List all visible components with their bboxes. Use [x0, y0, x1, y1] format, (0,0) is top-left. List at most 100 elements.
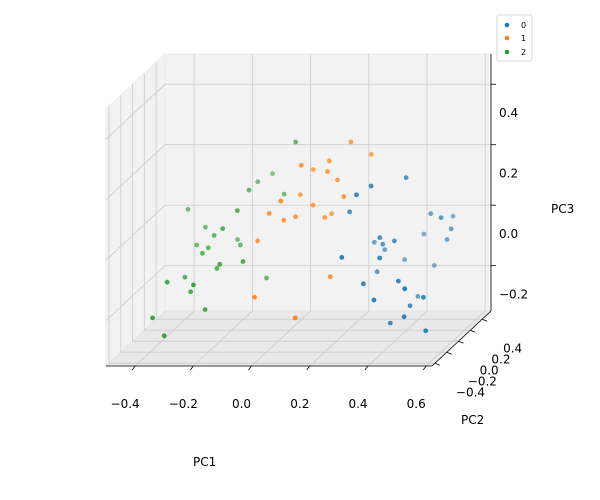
x-grid-floor-3 — [309, 310, 370, 367]
point-series-2-4 — [211, 233, 217, 238]
point-series-2-11 — [264, 275, 269, 281]
point-series-0-1 — [368, 183, 374, 189]
y-tick-mark-3 — [470, 329, 476, 333]
point-series-1-6 — [281, 217, 287, 223]
z-axis-label: PC3 — [551, 202, 574, 216]
y-tick-mark-2 — [458, 340, 464, 344]
z-grid-left-0 — [105, 265, 166, 321]
point-series-0-14 — [407, 303, 413, 309]
point-series-1-5 — [335, 177, 340, 183]
back-pane — [164, 53, 492, 312]
x-tick-mark-3 — [306, 365, 311, 371]
x-tick-mark-0 — [131, 365, 136, 371]
z-tick-label-1: 0.0 — [499, 227, 518, 241]
point-series-2-22 — [293, 139, 298, 145]
x-tick-mark-4 — [364, 365, 369, 371]
y-tick-label-1: −0.2 — [468, 374, 497, 388]
point-series-0-6 — [377, 255, 383, 261]
x-tick-label-4: 0.4 — [348, 397, 367, 411]
point-series-1-15 — [326, 158, 332, 164]
point-series-0-0 — [354, 192, 359, 198]
y-tick-mark-0 — [434, 362, 441, 366]
point-series-2-2 — [203, 224, 208, 230]
point-series-0-26 — [415, 294, 421, 299]
point-series-0-29 — [347, 209, 352, 215]
y-tick-label-0: −0.4 — [456, 385, 485, 399]
point-series-0-20 — [382, 247, 388, 253]
point-series-1-14 — [310, 167, 316, 172]
x-tick-mark-5 — [422, 365, 427, 371]
x-grid-floor-0 — [134, 310, 195, 367]
point-series-1-13 — [341, 194, 347, 200]
point-series-2-14 — [202, 307, 208, 312]
x-grid-floor-5 — [425, 310, 486, 367]
point-series-0-27 — [402, 257, 407, 262]
point-series-0-23 — [421, 231, 427, 237]
point-series-2-1 — [194, 242, 200, 248]
point-series-2-10 — [240, 259, 246, 264]
x-tick-label-5: 0.6 — [407, 397, 426, 411]
y-tick-mark-1 — [446, 351, 452, 355]
point-series-0-5 — [438, 215, 444, 221]
point-series-1-11 — [292, 315, 298, 321]
point-series-0-19 — [374, 269, 380, 275]
point-series-2-15 — [217, 261, 223, 267]
point-series-0-21 — [444, 237, 450, 242]
point-series-2-12 — [164, 279, 170, 285]
z-grid-left-3 — [105, 83, 166, 140]
x-axis-label: PC1 — [193, 455, 216, 469]
legend-frame — [496, 14, 533, 62]
legend: 0 1 2 — [496, 14, 533, 62]
axes-grid — [105, 54, 491, 367]
point-series-0-7 — [396, 278, 401, 284]
x-grid-floor-1 — [193, 310, 253, 367]
x-tick-label-2: 0.0 — [232, 397, 251, 411]
point-series-0-17 — [421, 294, 426, 300]
point-series-0-18 — [423, 328, 429, 334]
y-axis-line — [431, 310, 492, 367]
point-series-1-7 — [322, 215, 328, 221]
point-series-1-8 — [293, 214, 298, 220]
data-points — [150, 139, 456, 339]
point-series-2-17 — [150, 315, 156, 321]
point-series-1-1 — [325, 169, 330, 175]
point-series-0-10 — [371, 297, 377, 303]
legend-label-series-0: 0 — [521, 21, 526, 30]
point-series-0-22 — [448, 226, 454, 232]
point-series-0-28 — [380, 241, 386, 247]
point-series-1-10 — [327, 274, 333, 280]
point-series-2-8 — [234, 208, 240, 214]
point-series-0-16 — [402, 286, 408, 292]
x-grid-floor-4 — [367, 310, 428, 367]
x-tick-mark-2 — [248, 365, 252, 371]
point-series-0-25 — [450, 213, 456, 219]
legend-label-series-1: 1 — [521, 34, 526, 43]
point-series-2-9 — [246, 187, 252, 193]
legend-label-series-2: 2 — [521, 48, 526, 57]
point-series-2-20 — [220, 226, 226, 232]
z-grid-left-2 — [105, 144, 166, 201]
point-series-2-23 — [281, 191, 287, 197]
point-series-0-3 — [371, 239, 377, 245]
x-tick-label-3: 0.2 — [290, 397, 309, 411]
point-series-2-19 — [191, 282, 196, 288]
point-series-0-13 — [387, 320, 393, 326]
point-series-2-25 — [182, 274, 188, 280]
z-tick-label-3: 0.4 — [499, 106, 518, 120]
point-series-2-7 — [237, 242, 243, 248]
x-tick-label-1: −0.2 — [169, 397, 198, 411]
point-series-0-15 — [401, 314, 407, 320]
y-tick-mark-4 — [482, 318, 488, 322]
z-tick-label-0: −0.2 — [499, 288, 528, 302]
point-series-1-9 — [252, 294, 257, 300]
point-series-0-2 — [403, 175, 409, 181]
axis-lines — [106, 54, 492, 367]
z-grid-left-1 — [105, 204, 166, 261]
y-tick-label-3: 0.2 — [491, 352, 510, 366]
point-series-2-6 — [235, 237, 240, 242]
point-series-0-24 — [431, 263, 437, 268]
point-series-2-5 — [214, 266, 220, 271]
legend-marker-series-2 — [504, 49, 510, 55]
point-series-0-11 — [361, 281, 366, 287]
y-tick-label-2: 0.0 — [480, 363, 499, 377]
